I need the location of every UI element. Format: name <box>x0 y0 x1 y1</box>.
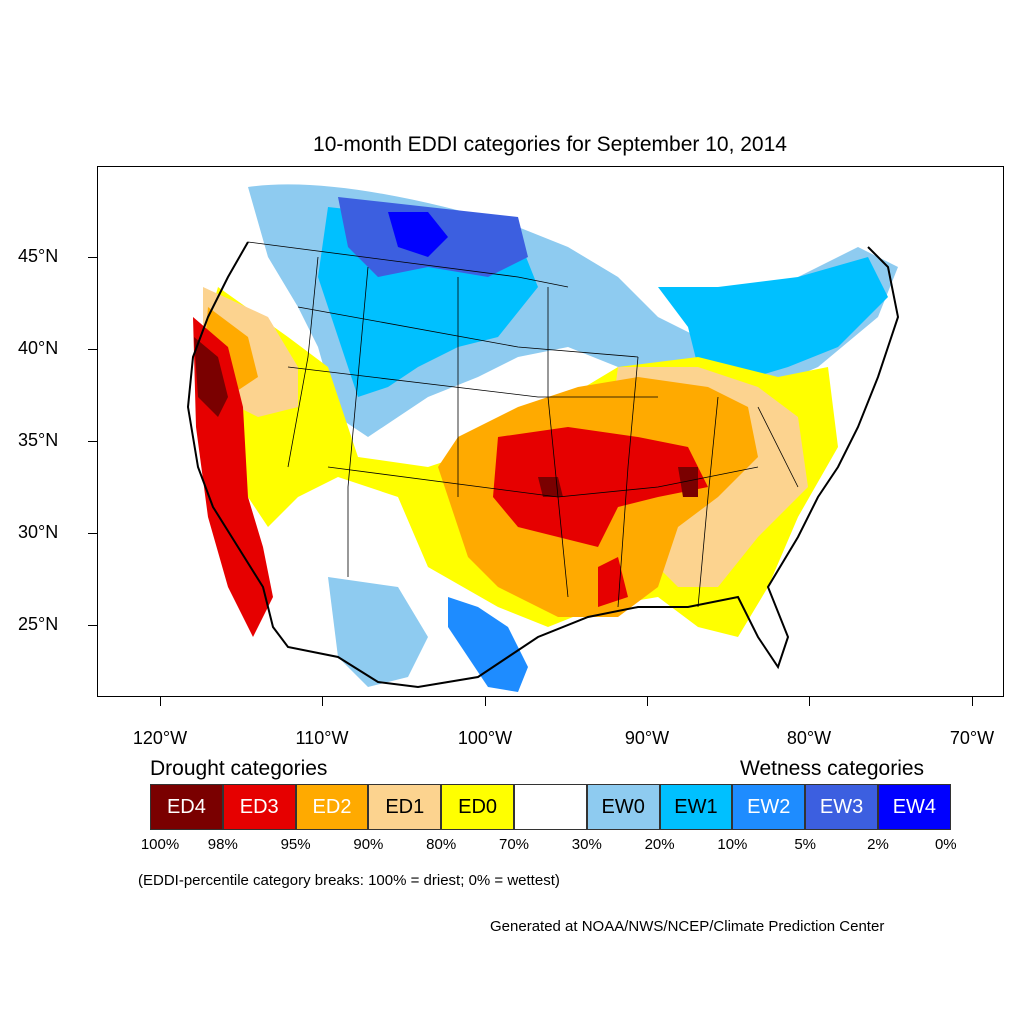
lon-tick <box>485 697 486 706</box>
lon-label-70w: 70°W <box>949 728 995 748</box>
lat-tick <box>88 257 97 258</box>
wet-region-texas <box>448 597 528 692</box>
percentile-label: 90% <box>353 836 384 853</box>
lon-label-100w: 100°W <box>457 728 513 748</box>
category-color-bar: ED4 ED3 ED2 ED1 ED0 EW0 EW1 EW2 EW3 EW4 <box>150 784 951 830</box>
lon-label-110w: 110°W <box>295 728 349 748</box>
state-boundaries <box>247 241 799 608</box>
coastline-outline <box>186 241 900 689</box>
percentile-label: 98% <box>207 836 238 853</box>
lon-label-90w: 90°W <box>624 728 670 748</box>
lat-label-35: 35°N <box>18 430 59 450</box>
percentile-label: 20% <box>644 836 675 853</box>
wet-region-southwest <box>328 577 428 687</box>
legend-box-ed1: ED1 <box>368 784 442 830</box>
lon-tick <box>647 697 648 706</box>
lon-tick <box>809 697 810 706</box>
map-plot-area <box>97 166 1004 697</box>
lon-tick <box>972 697 973 706</box>
legend-box-ew3: EW3 <box>805 784 878 830</box>
lat-tick <box>88 441 97 442</box>
legend-box-ew1: EW1 <box>659 784 733 830</box>
legend-box-ew4: EW4 <box>877 784 951 830</box>
credit-line: Generated at NOAA/NWS/NCEP/Climate Predi… <box>490 918 885 935</box>
wet-region-ew4 <box>388 212 448 257</box>
legend-box-ew2: EW2 <box>732 784 806 830</box>
lat-label-30: 30°N <box>18 522 59 542</box>
lon-label-120w: 120°W <box>132 728 188 748</box>
map-title: 10-month EDDI categories for September 1… <box>313 133 787 156</box>
percentile-label: 10% <box>717 836 748 853</box>
lat-tick <box>88 349 97 350</box>
drought-categories-heading: Drought categories <box>150 757 328 780</box>
lon-label-80w: 80°W <box>786 728 832 748</box>
lon-tick <box>160 697 161 706</box>
percentile-label: 30% <box>571 836 602 853</box>
legend-box-ed0: ED0 <box>441 784 514 830</box>
legend-box-ed4: ED4 <box>150 784 223 830</box>
lat-tick <box>88 625 97 626</box>
lat-label-40: 40°N <box>18 338 59 358</box>
percentile-label: 95% <box>280 836 311 853</box>
lon-tick <box>322 697 323 706</box>
wetness-categories-heading: Wetness categories <box>740 757 925 780</box>
lat-label-45: 45°N <box>18 246 59 266</box>
percentile-label: 2% <box>867 836 889 853</box>
percentile-label: 80% <box>426 836 457 853</box>
category-break-note: (EDDI-percentile category breaks: 100% =… <box>138 872 560 889</box>
drought-ed3 <box>193 317 708 637</box>
lat-tick <box>88 533 97 534</box>
lat-label-25: 25°N <box>18 614 59 634</box>
percentile-label: 70% <box>498 836 530 853</box>
legend-box-ew0: EW0 <box>586 784 660 830</box>
legend-box-neutral <box>513 784 587 830</box>
eddi-map <box>186 184 900 692</box>
percentile-label: 0% <box>934 836 957 853</box>
percentile-label: 5% <box>794 836 817 853</box>
legend-box-ed3: ED3 <box>222 784 296 830</box>
legend-box-ed2: ED2 <box>295 784 369 830</box>
percentile-label: 100% <box>140 836 180 853</box>
wet-region-great-lakes <box>658 257 888 382</box>
drought-ed2 <box>203 307 758 617</box>
